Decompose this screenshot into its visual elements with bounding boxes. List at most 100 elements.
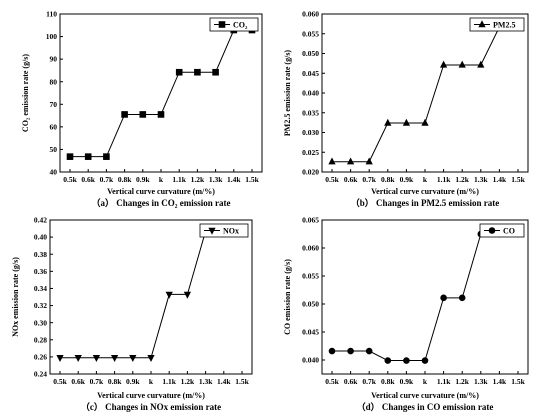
x-tick-label: k <box>423 377 428 386</box>
data-point <box>121 111 128 118</box>
x-tick-label: 1.1k <box>162 377 176 386</box>
legend-box <box>479 223 525 238</box>
x-tick-label: 0.7k <box>362 175 376 184</box>
data-point <box>129 355 137 363</box>
data-point <box>212 68 219 76</box>
data-point <box>175 68 183 76</box>
x-tick-label: 0.9k <box>126 377 140 386</box>
data-point <box>328 347 336 355</box>
x-tick-label: k <box>159 175 164 184</box>
data-point <box>165 291 173 299</box>
x-tick-label: 0.7k <box>362 377 376 386</box>
x-tick-label: 0.8k <box>108 377 122 386</box>
y-axis-title: PM2.5 emission rate (g/s) <box>283 50 292 137</box>
data-point <box>402 118 411 126</box>
y-tick-label: 0.020 <box>302 168 319 177</box>
data-point <box>403 357 410 364</box>
x-tick-label: 1.5k <box>511 377 525 386</box>
x-tick-label: 1.5k <box>235 377 249 386</box>
x-tick-label: 0.6k <box>81 175 95 184</box>
data-point <box>439 60 448 68</box>
chart-panel-3: 0.24 0.26 0.28 0.30 0.32 0.34 0.36 0.38 0.40 0.42… <box>11 216 253 412</box>
y-tick-label: 0.040 <box>302 356 319 365</box>
y-tick-label: 0.025 <box>302 148 319 157</box>
chart-panel-2: 0.020 0.025 0.030 0.035 0.040 0.045 0.050 0.055… <box>283 10 529 208</box>
data-point <box>346 157 355 165</box>
x-tick-label: 1.2k <box>191 175 205 184</box>
data-point <box>194 68 201 76</box>
legend-marker <box>208 227 216 235</box>
data-point <box>365 347 373 355</box>
data-point <box>384 118 392 126</box>
y-tick-label: 0.045 <box>302 69 319 78</box>
data-point <box>103 153 110 160</box>
data-point <box>365 157 373 165</box>
legend-marker <box>488 227 496 234</box>
x-axis-title: Vertical curve curvature (m/%) <box>371 391 479 400</box>
series-line <box>70 29 252 158</box>
x-tick-label: 0.5k <box>63 175 77 184</box>
x-tick-label: 1.4k <box>217 377 231 386</box>
data-point <box>110 355 119 363</box>
y-tick-label: 0.38 <box>34 250 47 259</box>
x-tick-label: 1.1k <box>172 175 186 184</box>
y-tick-label: 90 <box>50 55 58 64</box>
data-point <box>458 294 466 302</box>
y-tick-label: 0.32 <box>34 301 47 310</box>
legend-label: CO <box>503 227 515 236</box>
data-point <box>347 347 354 355</box>
y-tick-label: 0.030 <box>302 128 319 137</box>
data-point <box>328 157 336 165</box>
x-tick-label: 0.9k <box>400 175 414 184</box>
data-point <box>139 111 147 118</box>
x-tick-label: 1.5k <box>245 175 259 184</box>
legend-label: NOx <box>223 227 239 236</box>
x-tick-label: 1.2k <box>181 377 195 386</box>
x-tick-label: 1.4k <box>227 175 241 184</box>
y-axis-title: CO emission rate (g/s) <box>283 259 292 335</box>
data-point <box>421 357 429 364</box>
legend-label: CO₂ <box>233 21 248 30</box>
x-tick-label: 0.8k <box>118 175 132 184</box>
y-tick-label: 80 <box>50 77 58 86</box>
legend-box <box>469 17 525 32</box>
x-axis-title: Vertical curve curvature (m/%) <box>107 187 215 196</box>
x-tick-label: 0.8k <box>381 175 395 184</box>
y-tick-label: 0.055 <box>302 29 319 38</box>
x-axis-title: Vertical curve curvature (m/%) <box>97 391 205 400</box>
x-tick-label: 1.4k <box>493 175 507 184</box>
data-point <box>183 291 192 299</box>
x-tick-label: 0.6k <box>71 377 85 386</box>
data-point <box>477 60 485 68</box>
data-point <box>440 294 447 302</box>
y-tick-label: 0.34 <box>34 284 47 293</box>
x-tick-label: k <box>423 175 428 184</box>
x-tick-label: 0.6k <box>344 377 358 386</box>
data-point <box>421 118 429 126</box>
y-axis-title: CO₂ emission rate (g/s) <box>21 54 30 133</box>
x-tick-label: 1.5k <box>511 175 525 184</box>
y-tick-label: 0.060 <box>302 10 319 19</box>
y-tick-label: 0.24 <box>34 370 47 379</box>
x-tick-label: 1.1k <box>437 377 451 386</box>
y-tick-label: 0.040 <box>302 89 319 98</box>
x-tick-label: 0.7k <box>100 175 114 184</box>
y-tick-label: 0.065 <box>302 216 319 225</box>
y-tick-label: 0.30 <box>34 318 47 327</box>
y-tick-label: 0.050 <box>302 49 319 58</box>
y-tick-label: 110 <box>46 10 57 19</box>
data-point <box>84 153 92 160</box>
x-tick-label: 1.3k <box>474 377 488 386</box>
x-tick-label: 1.3k <box>199 377 213 386</box>
y-tick-label: 0.055 <box>302 272 319 281</box>
y-tick-label: 0.42 <box>34 216 47 225</box>
x-tick-label: 0.8k <box>381 377 395 386</box>
x-tick-label: 0.9k <box>400 377 414 386</box>
y-tick-label: 0.36 <box>34 267 47 276</box>
data-point <box>74 355 82 363</box>
x-tick-label: 0.7k <box>90 377 104 386</box>
x-tick-label: 1.4k <box>493 377 507 386</box>
series-line <box>332 233 518 362</box>
panel-caption: （c） Changes in NOx emission rate <box>81 402 221 412</box>
y-tick-label: 0.28 <box>34 335 47 344</box>
